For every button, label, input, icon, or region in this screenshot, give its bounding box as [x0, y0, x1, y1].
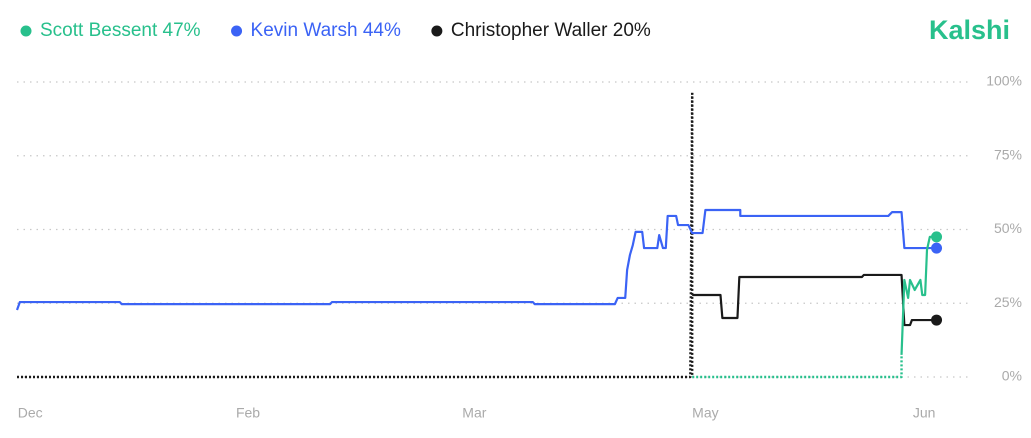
series-line	[692, 273, 935, 327]
legend-item: Scott Bessent 47%	[20, 20, 201, 41]
y-tick-label: 100%	[986, 73, 1022, 89]
y-tick-label: 75%	[994, 146, 1022, 162]
series-line	[15, 208, 935, 311]
x-tick-label: May	[692, 405, 718, 421]
x-tick-label: Dec	[18, 405, 43, 421]
legend-label: Scott Bessent 47%	[40, 20, 201, 41]
x-tick-label: Jun	[913, 405, 936, 421]
x-tick-label: Feb	[236, 405, 260, 421]
end-dot	[931, 231, 943, 243]
y-tick-label: 0%	[1002, 368, 1022, 384]
legend-name: Christopher Waller	[451, 20, 608, 41]
legend-name: Kevin Warsh	[251, 20, 358, 41]
end-dot	[931, 314, 943, 326]
legend-item: Kevin Warsh 44%	[231, 20, 401, 41]
legend-label: Christopher Waller 20%	[451, 20, 651, 41]
y-tick-label: 50%	[994, 220, 1022, 236]
legend-dot	[20, 25, 32, 37]
legend-value: 47%	[163, 20, 201, 41]
legend-dot	[231, 25, 243, 37]
y-tick-label: 25%	[994, 294, 1022, 310]
legend-value: 20%	[613, 20, 651, 41]
series-line	[900, 235, 935, 355]
legend-name: Scott Bessent	[40, 20, 158, 41]
series-line-pre	[692, 354, 903, 379]
brand-logo: Kalshi	[929, 15, 1010, 45]
end-dot	[931, 242, 943, 254]
legend-dot	[431, 25, 443, 37]
legend-value: 44%	[363, 20, 401, 41]
legend-item: Christopher Waller 20%	[431, 20, 651, 41]
x-tick-label: Mar	[462, 405, 486, 421]
legend-label: Kevin Warsh 44%	[251, 20, 401, 41]
series-line-pre	[17, 92, 694, 379]
